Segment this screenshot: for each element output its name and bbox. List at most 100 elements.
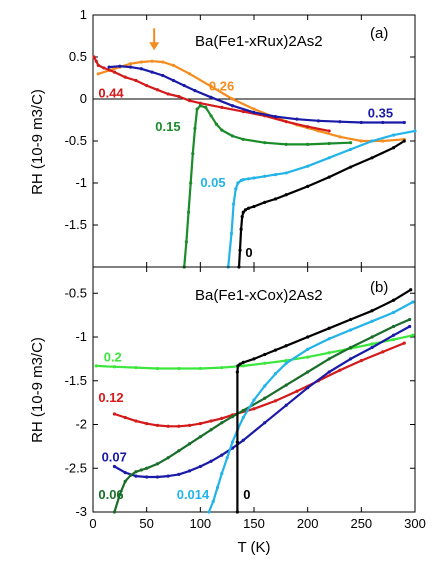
data-point [94,364,98,368]
data-point [241,110,245,114]
data-point [96,63,100,67]
data-point [182,83,186,88]
data-point [263,174,267,178]
data-point [349,357,353,361]
data-point [94,59,98,63]
series-0-label: 0 [243,487,250,502]
y-axis-ticks-b: -0.5 -1 -1.5 -2 -2.5 -3 [65,285,415,519]
data-point [381,120,385,125]
data-point [263,200,267,204]
data-point [198,366,202,371]
series-0 [237,139,406,269]
data-point [273,372,278,376]
data-point [189,181,193,185]
data-point [252,110,256,115]
data-point [241,360,245,364]
panel-title-a: Ba(Fe1-xRux)2As2 [195,33,323,50]
series-0-2-label: 0.2 [104,350,122,365]
data-point [230,134,235,138]
x-tick-label: 50 [139,516,153,531]
data-point [327,156,331,160]
data-point [284,383,288,387]
data-point [118,492,122,497]
series-0-06 [112,317,412,514]
data-point [370,345,374,350]
data-point [359,120,363,125]
data-point [236,181,240,185]
series-0-26-label: 0.26 [209,79,234,94]
data-point [284,142,288,146]
data-point [112,365,117,369]
data-point [198,104,202,108]
data-point [188,72,192,76]
data-point [284,344,288,348]
data-point [411,300,415,304]
y-tick-label: -1.5 [65,373,87,388]
data-point [327,337,331,341]
series-labels-b: 0.2 0.12 0.07 0.06 0.014 0 [98,350,250,502]
series-0 [235,288,413,514]
data-point [166,474,170,478]
y-tick-label: -2 [75,417,87,432]
series-0-label: 0 [245,245,252,260]
data-point [112,510,117,514]
data-point [198,464,202,469]
data-point [230,97,235,101]
series-labels-a: 0.26 0.44 0.35 0.15 0.05 0 [98,79,393,260]
x-tick-label: 200 [297,516,319,531]
data-point [198,435,202,439]
data-point [306,347,310,351]
panel-a: 1 0.5 0 -0.5 -1 -1.5 0.26 0.44 0.35 0.15 0.05 0 Ba… [29,7,417,269]
data-point [273,399,278,403]
data-point [241,137,245,141]
data-point [155,88,159,92]
series-group-a [92,28,417,269]
data-point [252,107,256,111]
data-point [235,370,239,374]
data-point [238,362,242,366]
y-axis-title-b: RH (10-9 m3/C) [29,337,46,443]
data-point [241,210,245,214]
data-point [263,141,267,145]
data-point [145,475,149,479]
data-point [247,177,251,181]
data-point [338,368,342,372]
data-point [166,424,170,428]
data-point [230,104,235,108]
series-0-07 [112,324,412,479]
data-point [186,210,191,214]
series-0-05-line [227,129,416,268]
data-point [327,351,331,355]
data-point [220,416,224,420]
data-point [338,135,342,139]
data-point [239,227,243,231]
data-point [359,359,363,363]
data-point [112,464,117,469]
data-point [193,126,197,130]
data-point [230,415,235,419]
data-point [92,55,96,59]
data-point [408,317,412,322]
panel-label-b: (b) [370,279,388,296]
data-point [316,129,320,133]
y-axis-ticks-a: 1 0.5 0 -0.5 -1 -1.5 [65,7,415,232]
data-point [229,231,234,235]
y-tick-label: 0.5 [69,49,87,64]
panel-b: -0.5 -1 -1.5 -2 -2.5 -3 0 50 100 150 200 250 300 0.… [29,266,426,531]
data-point [145,466,149,470]
data-point [215,485,220,490]
y-tick-label: -0.5 [65,285,87,300]
data-point [155,366,159,371]
series-0-44 [92,55,331,133]
x-tick-label: 0 [89,516,96,531]
series-0-2-line [96,334,414,370]
data-point [150,70,154,74]
series-0-05 [226,129,417,269]
data-point [145,83,149,88]
data-point [273,348,278,352]
data-point [252,357,256,361]
y-tick-label: -1 [75,329,87,344]
series-0-014-label: 0.014 [177,487,210,502]
data-point [112,70,117,74]
data-point [284,361,288,365]
